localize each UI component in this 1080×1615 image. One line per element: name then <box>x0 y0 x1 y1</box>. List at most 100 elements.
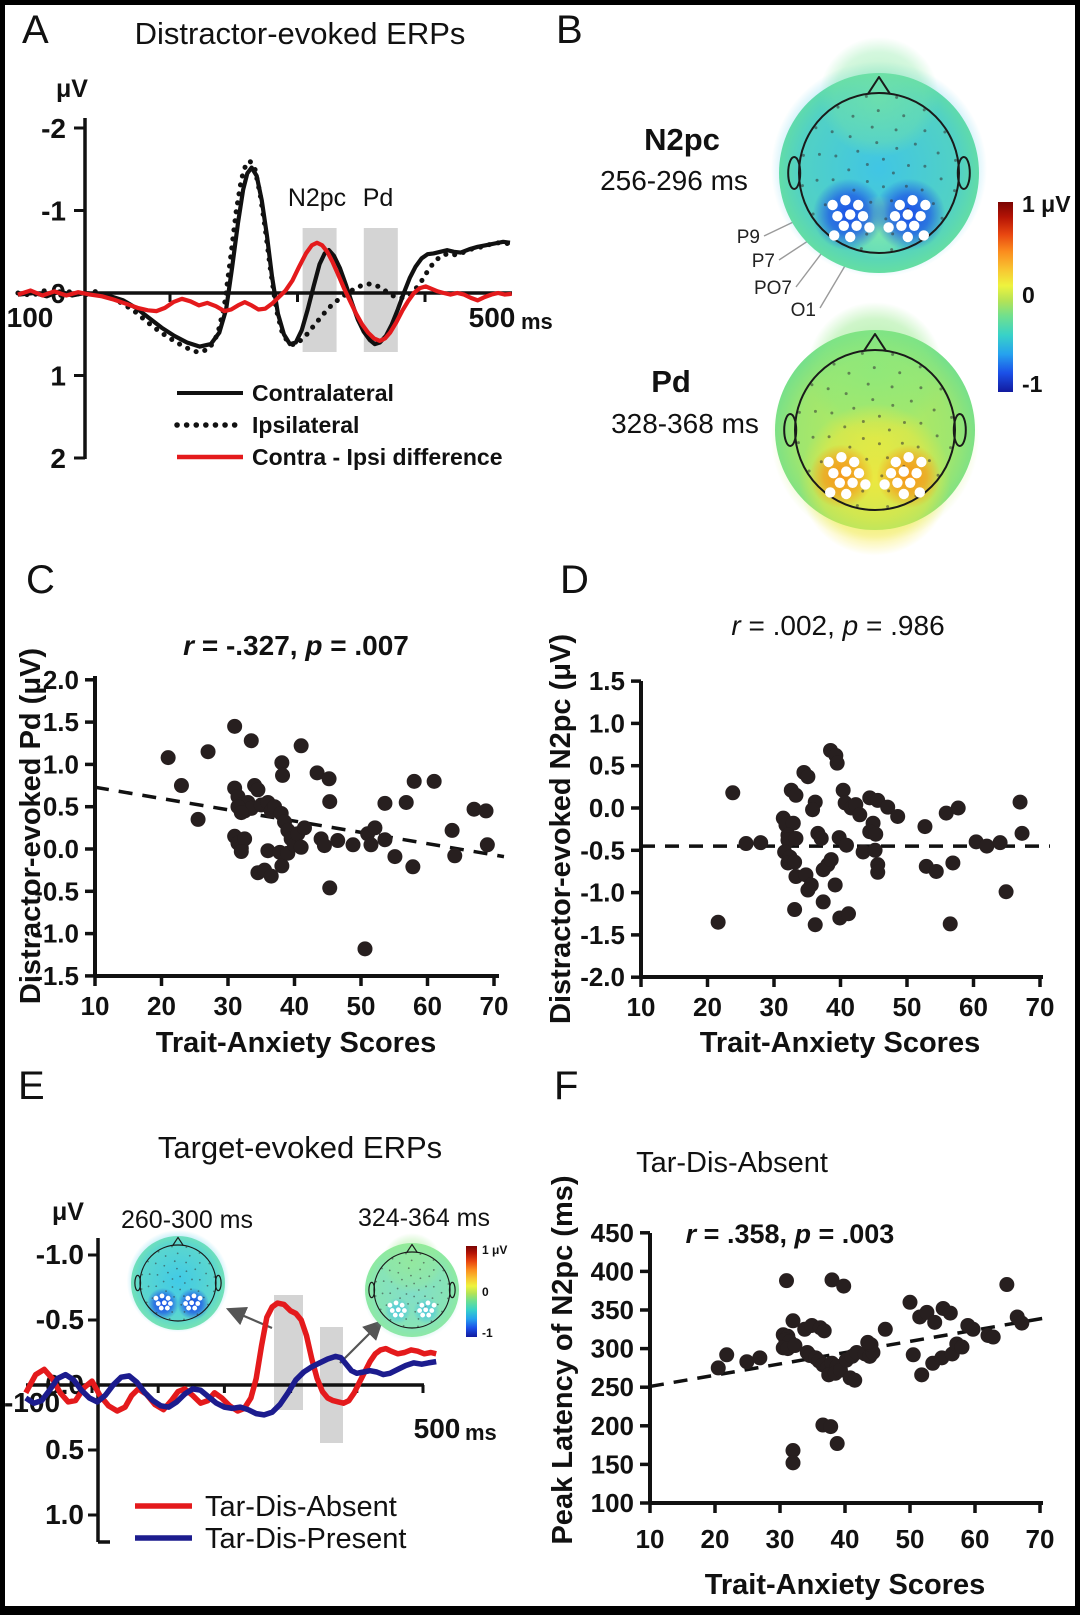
panel-b-topographies: N2pc 256-296 ms Pd 328-368 ms P9 P7 PO7 … <box>600 37 1071 556</box>
topo-pd-window: 328-368 ms <box>611 408 759 439</box>
topo-early-window-label: 260-300 ms <box>121 1206 253 1234</box>
x-tick-label: 60 <box>959 992 988 1022</box>
y-tick-label: 0.5 <box>589 751 625 781</box>
x-tick-label: 40 <box>280 991 309 1021</box>
panel-a-y-unit: μV <box>56 75 88 103</box>
panel-a-erp-plot: Distractor-evoked ERPs μV 100 500 ms N2p… <box>7 16 553 474</box>
panel-f-y-label: Peak Latency of N2pc (ms) <box>547 1175 579 1544</box>
panel-f-title: Tar-Dis-Absent <box>636 1147 828 1179</box>
y-tick-label: 150 <box>591 1449 634 1479</box>
y-tick-label: -1 <box>41 196 66 227</box>
panel-letter-c: C <box>26 558 55 602</box>
y-tick-label: -1.5 <box>580 920 625 950</box>
electrode-label-po7: PO7 <box>754 278 792 299</box>
topomap-n2pc <box>771 37 987 277</box>
y-tick-label: -1.0 <box>36 1239 84 1270</box>
panel-d-x-label: Trait-Anxiety Scores <box>700 1027 980 1059</box>
panel-f-scatter-plot: Tar-Dis-Absent Trait-Anxiety Scores Peak… <box>547 1147 1055 1601</box>
legend-label-tar-dis-absent: Tar-Dis-Absent <box>205 1491 397 1523</box>
legend-label-tar-dis-present: Tar-Dis-Present <box>205 1523 406 1555</box>
y-tick-label: -0.5 <box>34 876 79 906</box>
y-tick-label: 450 <box>591 1218 634 1248</box>
y-tick-label: 250 <box>591 1372 634 1402</box>
stat-annotation: r = -.327, p = .007 <box>183 630 409 661</box>
panel-f-x-label: Trait-Anxiety Scores <box>705 1569 985 1601</box>
y-tick-label: 400 <box>591 1256 634 1286</box>
scatter-points <box>710 742 1030 933</box>
colorbar-label-mid: 0 <box>1022 282 1035 308</box>
y-tick-label: 2.0 <box>43 665 79 695</box>
y-tick-label: 0.5 <box>45 1434 84 1465</box>
y-tick-label: 0.0 <box>589 793 625 823</box>
frame-right <box>1075 0 1080 1615</box>
panel-a-x-start-label: 100 <box>7 302 54 333</box>
electrode-label-p9: P9 <box>737 227 760 248</box>
panel-e-colorbar-bottom: -1 <box>482 1326 493 1340</box>
x-tick-label: 20 <box>693 992 722 1022</box>
topomap-pd <box>771 302 979 556</box>
x-tick-label: 60 <box>961 1524 990 1554</box>
erp-curve <box>17 240 512 343</box>
y-tick-label: -1.0 <box>580 878 625 908</box>
panel-a-window-label-n2pc: N2pc <box>288 184 346 212</box>
topo-n2pc-window: 256-296 ms <box>600 165 748 196</box>
colorbar <box>466 1246 477 1337</box>
y-tick-label: 2 <box>50 443 66 474</box>
y-tick-label: 0.5 <box>43 792 79 822</box>
x-tick-label: 70 <box>480 991 509 1021</box>
erp-curve <box>15 158 510 355</box>
frame-left <box>0 0 5 1615</box>
panel-c-x-label: Trait-Anxiety Scores <box>156 1027 436 1059</box>
y-tick-label: -0.5 <box>36 1304 84 1335</box>
x-tick-label: 10 <box>81 991 110 1021</box>
x-tick-label: 60 <box>413 991 442 1021</box>
y-tick-label: -1.0 <box>34 919 79 949</box>
x-tick-label: 10 <box>627 992 656 1022</box>
y-tick-label: 0.0 <box>43 834 79 864</box>
topomap-324-364 <box>362 1233 462 1342</box>
colorbar-label-top: 1 μV <box>1022 191 1071 217</box>
panel-e-x-end-label: 500 <box>414 1413 461 1444</box>
y-tick-label: 1.5 <box>589 666 625 696</box>
electrode-label-o1: O1 <box>791 300 816 321</box>
y-tick-label: 300 <box>591 1334 634 1364</box>
panel-letter-e: E <box>18 1064 45 1108</box>
trend-line <box>94 785 505 859</box>
y-tick-label: -2.0 <box>580 962 625 992</box>
panel-e-y-unit: μV <box>52 1198 84 1226</box>
panel-letter-f: F <box>554 1064 579 1108</box>
y-tick-label: 350 <box>591 1295 634 1325</box>
x-tick-label: 70 <box>1026 1524 1055 1554</box>
y-tick-label: 200 <box>591 1411 634 1441</box>
panel-e-colorbar-mid: 0 <box>482 1285 489 1299</box>
y-tick-label: 1.0 <box>43 749 79 779</box>
panel-a-title: Distractor-evoked ERPs <box>135 16 466 51</box>
y-tick-label: 100 <box>591 1488 634 1518</box>
x-tick-label: 10 <box>636 1524 665 1554</box>
y-tick-label: 1.5 <box>43 707 79 737</box>
frame-top <box>0 0 1080 5</box>
stat-annotation: r = .358, p = .003 <box>686 1219 895 1249</box>
x-tick-label: 40 <box>831 1524 860 1554</box>
electrode-label-p7: P7 <box>752 251 775 272</box>
scatter-points <box>160 718 495 957</box>
panel-d-y-label: Distractor-evoked N2pc (μV) <box>545 634 577 1024</box>
y-tick-label: -2 <box>41 113 66 144</box>
panel-letter-a: A <box>22 8 49 52</box>
panel-a-x-end-label: 500 <box>469 302 516 333</box>
erp-curve <box>23 1300 437 1414</box>
panel-e-erp-plot: Target-evoked ERPs μV -100 500 ms 260-30… <box>4 1130 507 1555</box>
y-tick-label: -0.5 <box>580 835 625 865</box>
y-tick-label: 1.0 <box>589 708 625 738</box>
legend-label-ipsilateral: Ipsilateral <box>252 412 359 438</box>
panel-letter-b: B <box>556 8 583 52</box>
panel-letter-d: D <box>560 558 589 602</box>
frame-bottom <box>0 1606 1080 1615</box>
panel-c-y-label: Distractor-evoked Pd (μV) <box>15 648 47 1004</box>
x-tick-label: 50 <box>896 1524 925 1554</box>
panel-c-scatter-plot: Trait-Anxiety Scores Distractor-evoked P… <box>15 630 509 1059</box>
x-tick-label: 40 <box>826 992 855 1022</box>
x-tick-label: 20 <box>147 991 176 1021</box>
panel-a-window-label-pd: Pd <box>363 184 394 212</box>
